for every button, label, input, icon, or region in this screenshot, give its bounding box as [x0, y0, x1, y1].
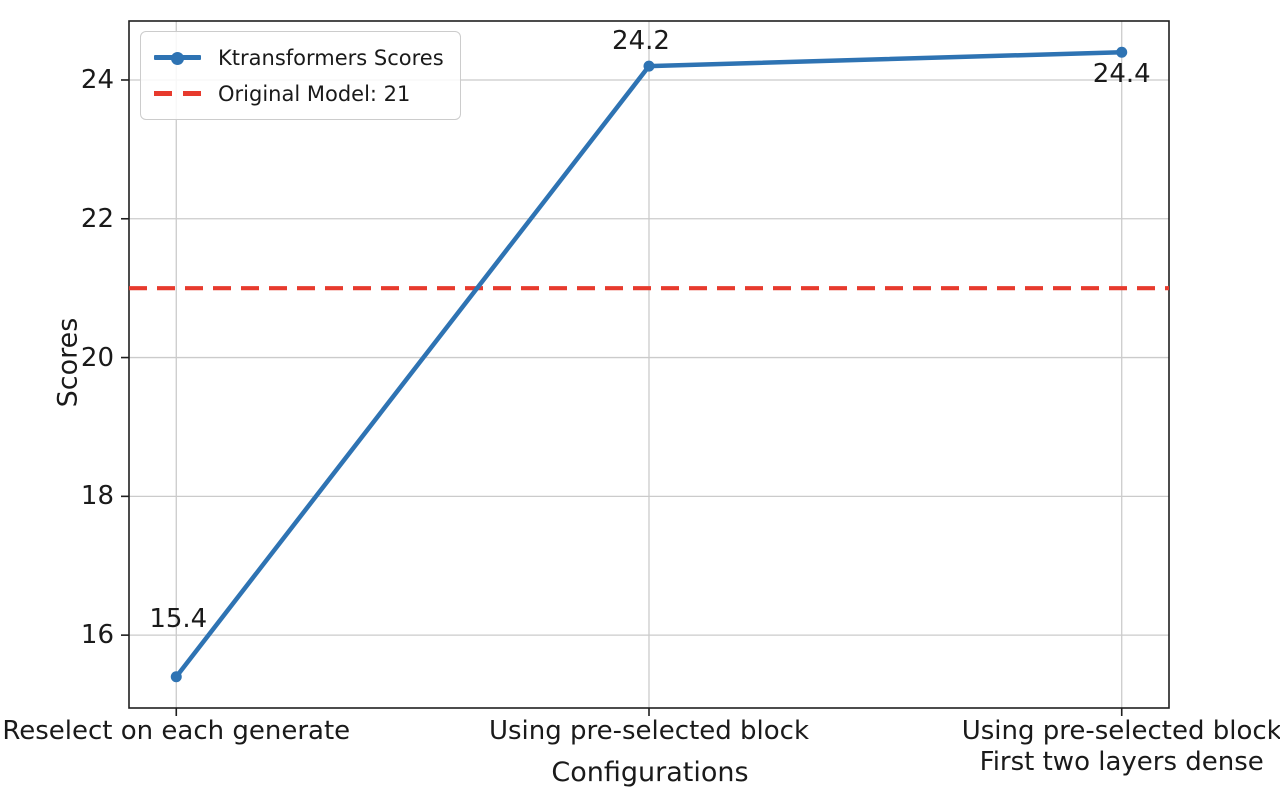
data-label: 15.4: [149, 603, 208, 634]
x-tick-label: Using pre-selected block First two layer…: [961, 716, 1280, 777]
series-marker: [643, 60, 655, 72]
y-tick-label: 24: [80, 64, 114, 95]
circle-marker-icon: [171, 51, 184, 65]
y-tick-label: 16: [80, 620, 114, 651]
legend: Ktransformers Scores Original Model: 21: [140, 31, 461, 120]
y-tick-label: 20: [80, 342, 114, 373]
x-tick-label: Using pre-selected block: [488, 716, 810, 746]
y-tick-label: 22: [80, 203, 114, 234]
series-line-swatch: [154, 51, 201, 65]
reference-dash-swatch: [154, 87, 201, 101]
legend-item-reference: Original Model: 21: [154, 79, 444, 108]
y-tick-label: 18: [80, 481, 114, 512]
x-axis-title: Configurations: [551, 757, 749, 788]
legend-item-series: Ktransformers Scores: [154, 43, 444, 72]
legend-label-reference: Original Model: 21: [218, 81, 411, 106]
y-axis-title: Scores: [52, 317, 84, 408]
x-tick-label: Reselect on each generate: [2, 716, 351, 746]
dash-icon: [154, 91, 172, 96]
data-label: 24.4: [1092, 59, 1151, 90]
legend-label-series: Ktransformers Scores: [218, 45, 444, 70]
series-marker: [1116, 46, 1128, 58]
data-label: 24.2: [612, 26, 670, 57]
dash-icon: [183, 91, 201, 96]
series-marker: [170, 671, 182, 683]
